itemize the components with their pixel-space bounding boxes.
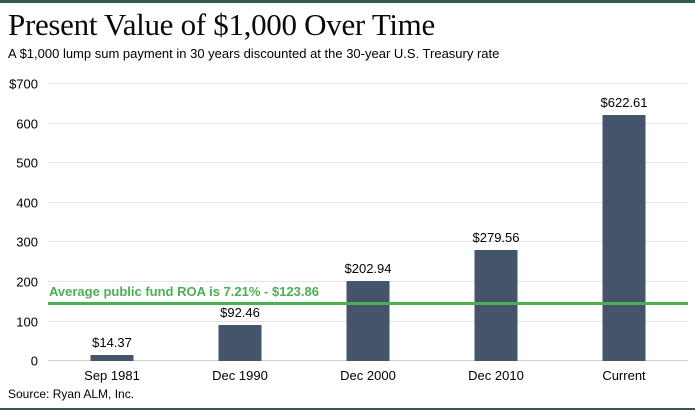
chart-subtitle: A $1,000 lump sum payment in 30 years di…: [8, 46, 500, 62]
gridline: [48, 83, 688, 85]
chart-title: Present Value of $1,000 Over Time: [8, 7, 435, 42]
x-axis-tick-label: Dec 2000: [340, 368, 396, 384]
source-note: Source: Ryan ALM, Inc.: [8, 387, 135, 401]
gridline: [48, 241, 688, 243]
bar-current[interactable]: [602, 114, 646, 362]
bar-dec-1990[interactable]: [218, 324, 262, 362]
x-axis: Sep 1981 Dec 1990 Dec 2000 Dec 2010 Current: [48, 368, 688, 383]
y-axis-tick-label: 500: [16, 155, 38, 171]
y-axis-tick-label: 400: [16, 195, 38, 211]
gridline: [48, 122, 688, 124]
y-axis-tick-label: 200: [16, 274, 38, 290]
bar-value-label: $202.94: [344, 260, 392, 276]
bar-value-label: $92.46: [220, 304, 260, 320]
bar-value-label: $622.61: [600, 94, 648, 110]
bar-chart: Average public fund ROA is 7.21% - $123.…: [0, 61, 695, 387]
bottom-accent-border: [0, 408, 695, 410]
bar-dec-2010[interactable]: [474, 250, 518, 362]
bar-dec-2000[interactable]: [346, 280, 390, 362]
x-axis-tick-label: Current: [602, 368, 646, 384]
bar-sep-1981[interactable]: [90, 355, 134, 362]
y-axis-tick-label: 100: [16, 314, 38, 330]
gridline: [48, 201, 688, 203]
reference-line-label: Average public fund ROA is 7.21% - $123.…: [49, 283, 319, 299]
bar-value-label: $14.37: [92, 335, 132, 351]
bar-value-label: $279.56: [472, 230, 520, 246]
x-axis-tick-label: Sep 1981: [84, 368, 140, 384]
reference-line: [48, 302, 688, 306]
x-axis-tick-label: Dec 2010: [468, 368, 524, 384]
chart-header: Present Value of $1,000 Over Time A $1,0…: [0, 0, 695, 61]
gridline: [48, 162, 688, 164]
x-axis-tick-label: Dec 1990: [212, 368, 268, 384]
y-axis-tick-label: 0: [30, 353, 38, 369]
top-accent-border: [0, 0, 695, 3]
y-axis-tick-label: 300: [16, 234, 38, 250]
y-axis-tick-label: 600: [16, 116, 38, 132]
plot-area: Average public fund ROA is 7.21% - $123.…: [9, 77, 688, 369]
y-axis-tick-label: $700: [9, 76, 38, 92]
